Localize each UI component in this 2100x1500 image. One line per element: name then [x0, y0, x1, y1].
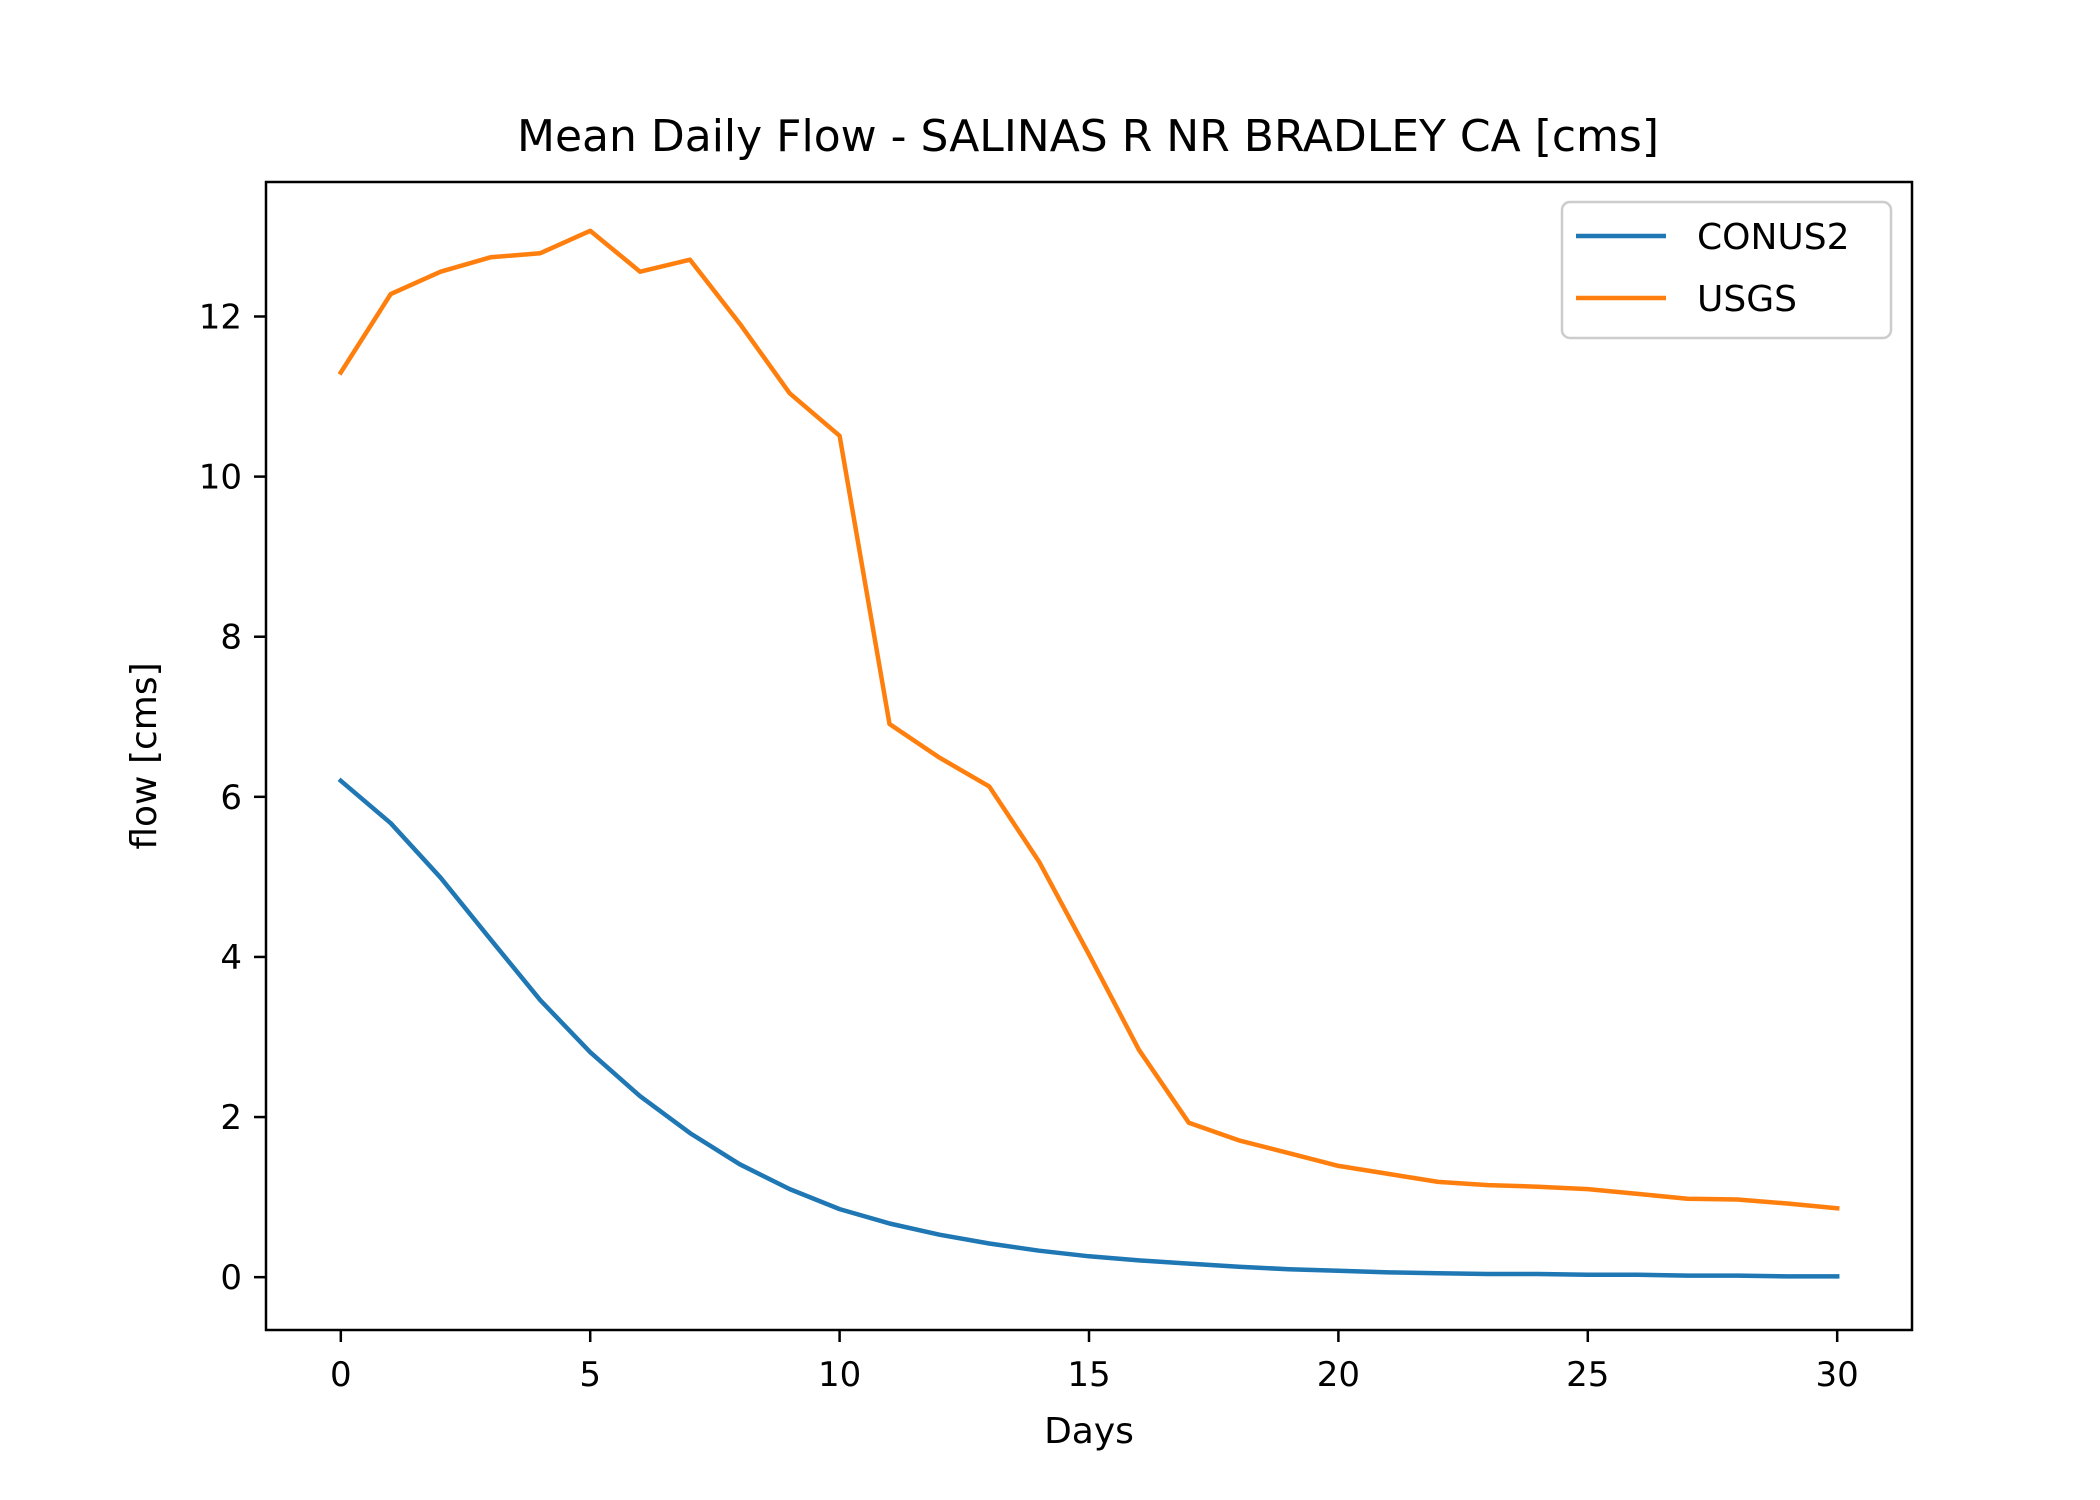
series-line-usgs [337, 228, 1840, 1211]
y-tick-label: 8 [220, 618, 242, 658]
y-tick-label: 6 [220, 778, 242, 818]
x-tick-label: 25 [1566, 1355, 1609, 1395]
x-tick-label: 0 [330, 1355, 352, 1395]
plot-frame [264, 180, 1914, 1332]
x-tick-label: 30 [1816, 1355, 1859, 1395]
y-tick-label: 4 [220, 938, 242, 978]
x-axis-label: Days [1044, 1411, 1134, 1452]
y-axis-ticks: 0 2 4 6 8 10 12 [199, 297, 266, 1298]
y-tick-label: 12 [199, 297, 242, 337]
y-tick-label: 0 [220, 1258, 242, 1298]
series-line-conus2 [337, 777, 1840, 1279]
plot-background [266, 182, 1912, 1330]
x-tick-label: 10 [818, 1355, 861, 1395]
chart-title: Mean Daily Flow - SALINAS R NR BRADLEY C… [517, 111, 1659, 162]
plot-area [266, 182, 1912, 1330]
y-axis-label: flow [cms] [124, 662, 165, 849]
legend: CONUS2 USGS [1560, 200, 1893, 340]
x-tick-label: 5 [579, 1355, 601, 1395]
y-tick-label: 2 [220, 1098, 242, 1138]
x-axis-ticks: 0 5 10 15 20 25 30 [330, 1330, 1859, 1395]
legend-label-usgs: USGS [1697, 279, 1797, 320]
series-layer [337, 228, 1840, 1279]
legend-label-conus2: CONUS2 [1697, 217, 1850, 258]
y-tick-label: 10 [199, 458, 242, 498]
x-tick-label: 20 [1317, 1355, 1360, 1395]
x-tick-label: 15 [1067, 1355, 1110, 1395]
